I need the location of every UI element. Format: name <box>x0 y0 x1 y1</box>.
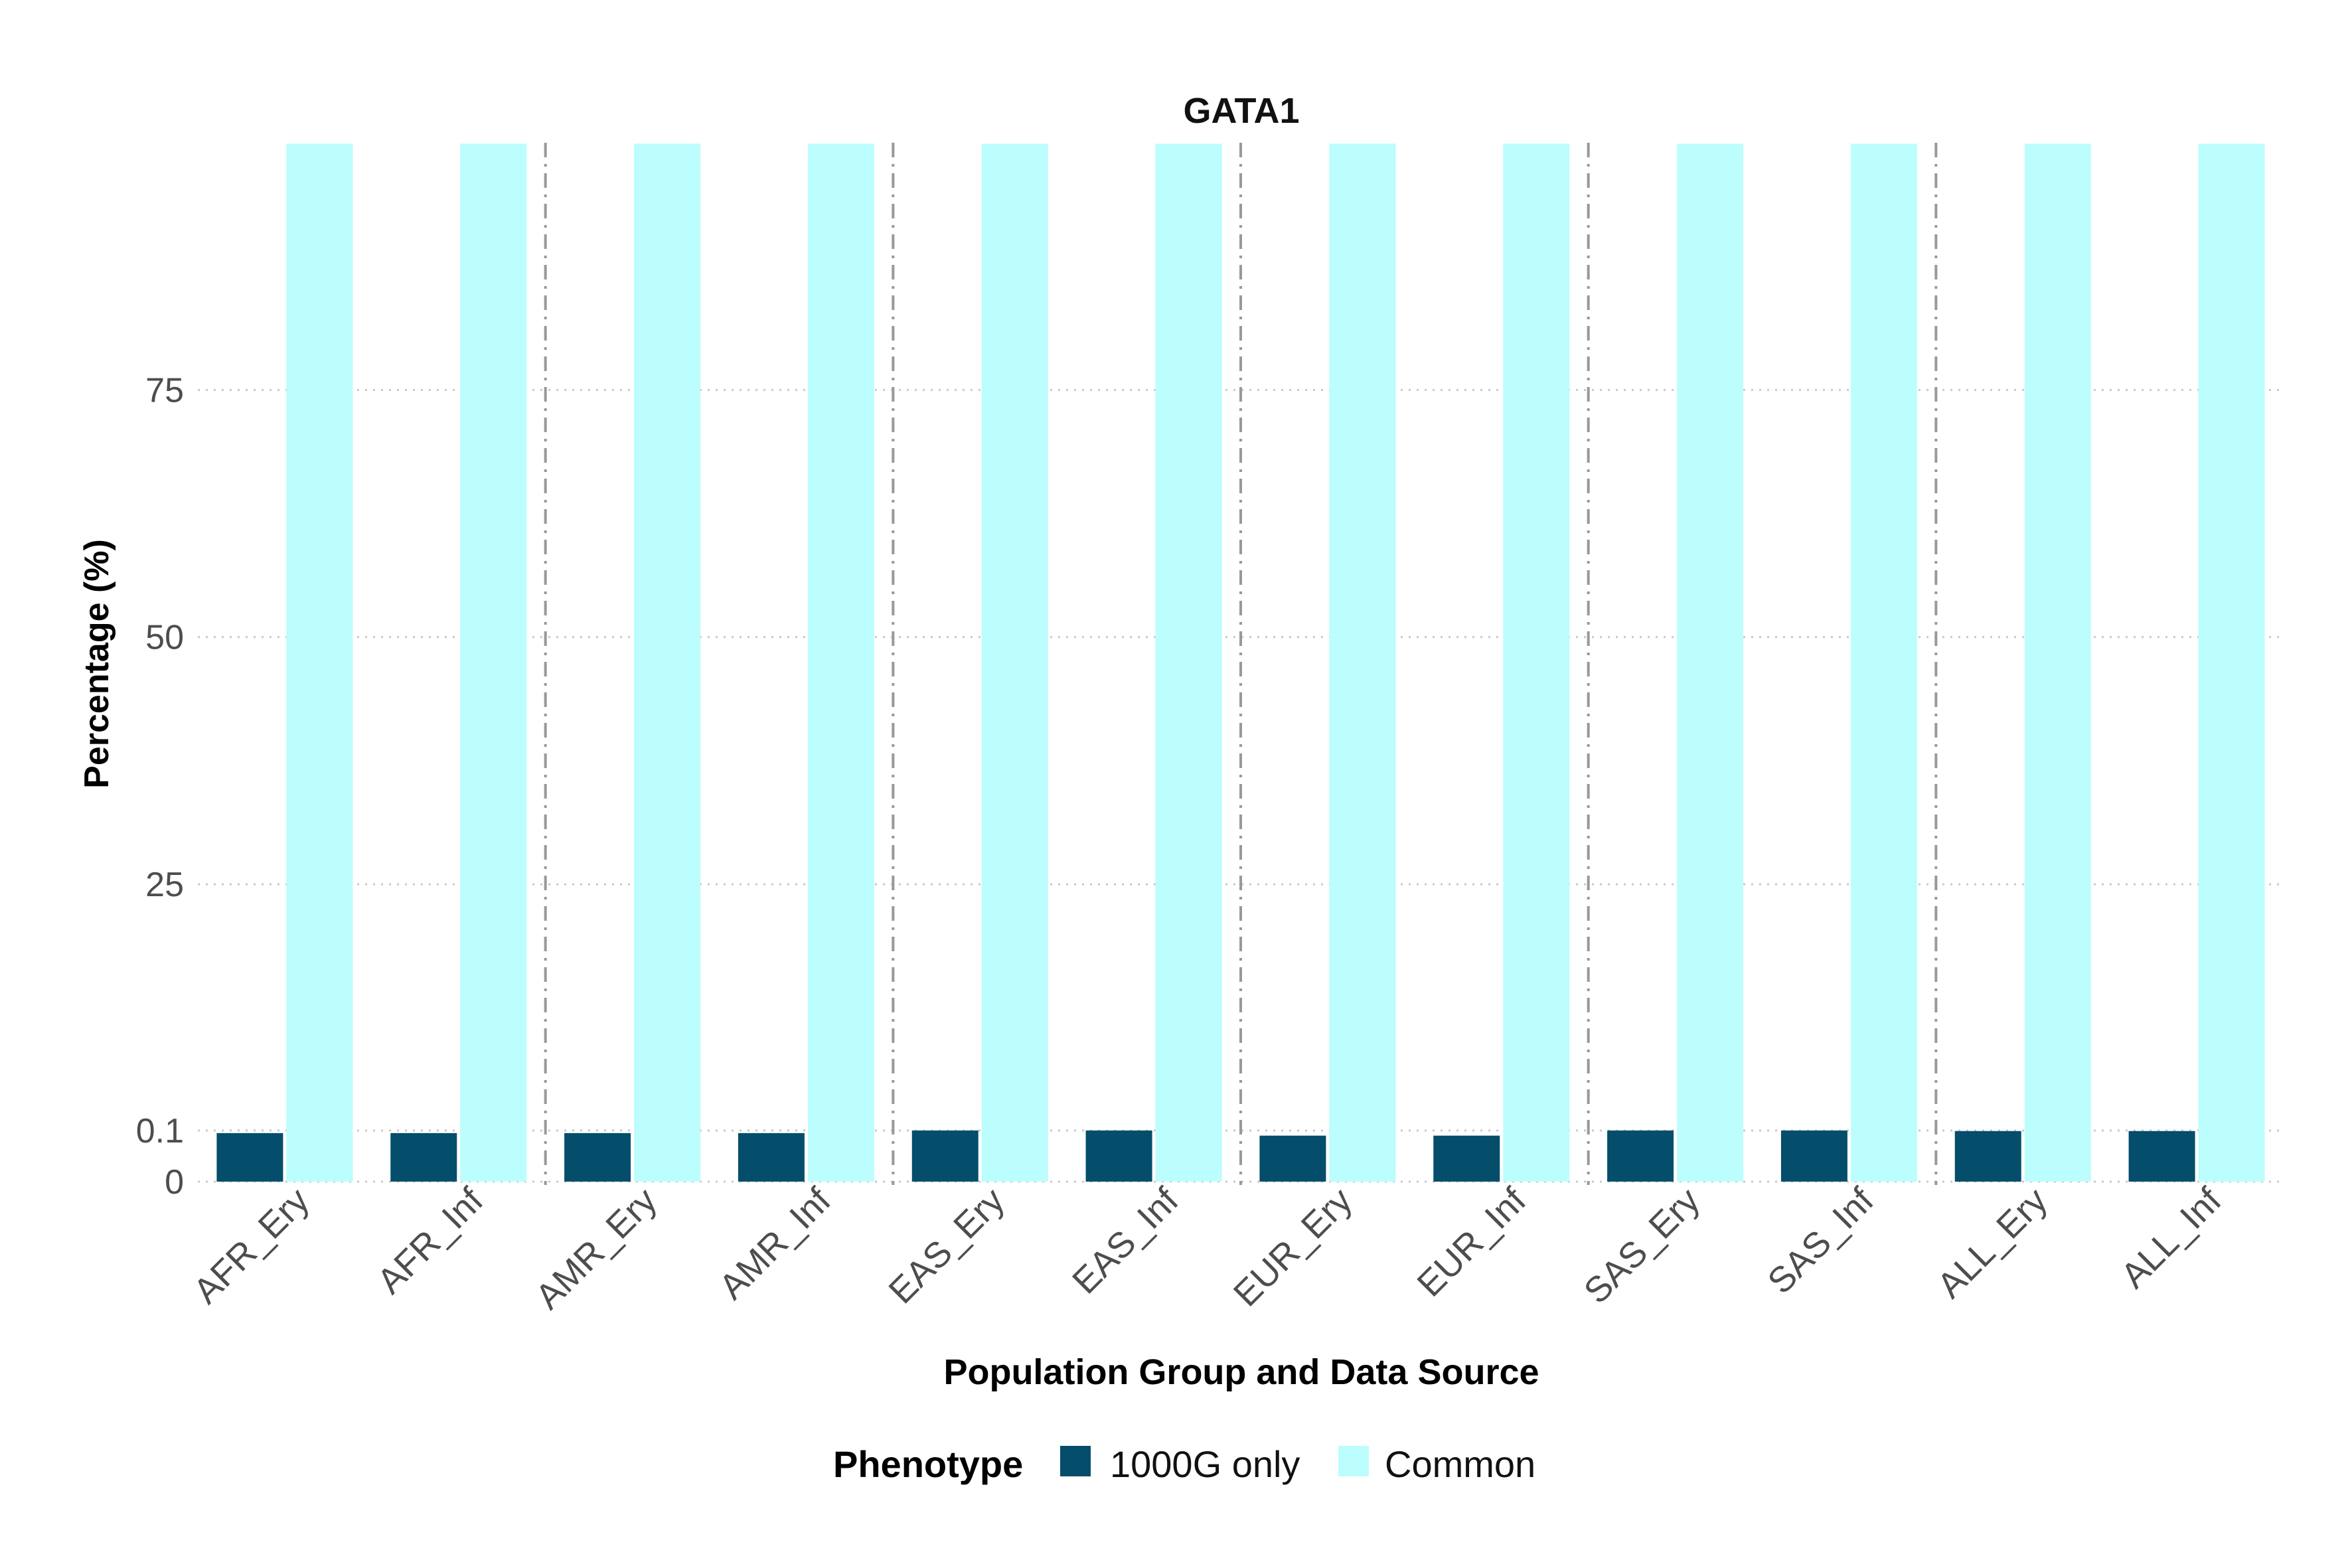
bar-common-all-inf <box>2198 143 2265 1182</box>
x-axis-label: Population Group and Data Source <box>943 1352 1539 1392</box>
bar-1000g-only-eur-ery <box>1259 1135 1326 1182</box>
bar-common-all-ery <box>2024 143 2091 1182</box>
bar-1000g-only-eur-inf <box>1433 1135 1500 1182</box>
bar-common-sas-ery <box>1677 143 1744 1182</box>
chart-title: GATA1 <box>1184 91 1300 131</box>
legend-swatch-1000g-only <box>1060 1446 1091 1476</box>
bar-common-amr-inf <box>807 143 874 1182</box>
bar-common-afr-ery <box>286 143 353 1182</box>
bar-common-afr-inf <box>460 143 527 1182</box>
y-tick-label: 0.1 <box>136 1112 184 1150</box>
bar-1000g-only-amr-inf <box>738 1133 805 1182</box>
y-tick-label: 25 <box>145 866 184 904</box>
bar-1000g-only-sas-ery <box>1607 1130 1674 1182</box>
legend-label-common: Common <box>1385 1443 1535 1485</box>
bar-common-eur-inf <box>1503 143 1570 1182</box>
bar-1000g-only-sas-inf <box>1780 1130 1847 1182</box>
bar-common-amr-ery <box>634 143 701 1182</box>
legend-label-1000g-only: 1000G only <box>1110 1443 1300 1485</box>
bar-common-eur-ery <box>1329 143 1396 1182</box>
bar-1000g-only-all-ery <box>1954 1131 2021 1182</box>
bar-1000g-only-all-inf <box>2128 1131 2195 1182</box>
legend-swatch-common <box>1338 1446 1369 1476</box>
y-axis-label: Percentage (%) <box>78 539 116 789</box>
legend-title: Phenotype <box>833 1443 1023 1485</box>
bar-1000g-only-afr-inf <box>390 1133 457 1182</box>
bar-1000g-only-amr-ery <box>564 1133 631 1182</box>
bar-1000g-only-afr-ery <box>216 1133 283 1182</box>
bar-common-sas-inf <box>1850 143 1917 1182</box>
bar-1000g-only-eas-ery <box>911 1130 979 1182</box>
y-tick-label: 0 <box>165 1163 184 1202</box>
legend: Phenotype 1000G only Common <box>833 1443 1535 1485</box>
bar-common-eas-inf <box>1155 143 1222 1182</box>
bar-1000g-only-eas-inf <box>1085 1130 1152 1182</box>
y-tick-label: 75 <box>145 371 184 410</box>
bar-common-eas-ery <box>981 143 1048 1182</box>
y-tick-label: 50 <box>145 619 184 657</box>
